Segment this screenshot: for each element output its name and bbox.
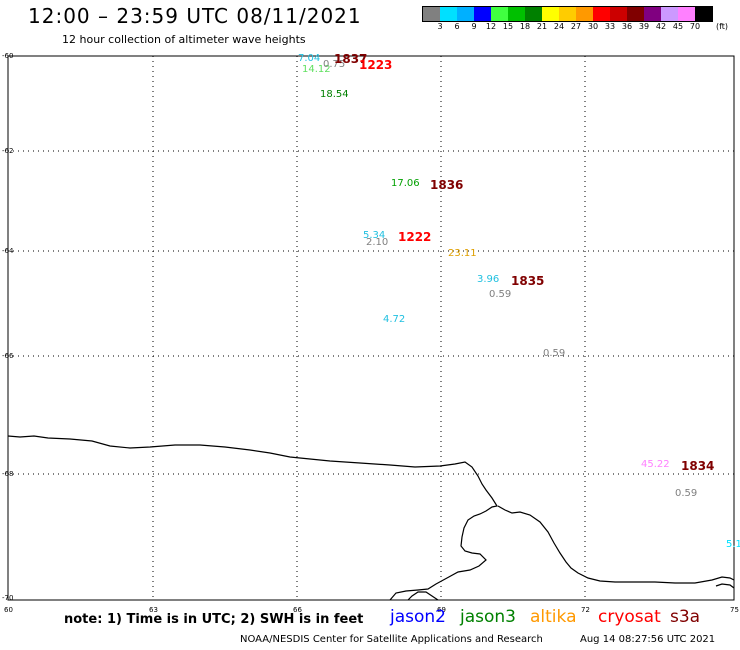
longitude-label: 66 — [293, 606, 302, 614]
credit-text: NOAA/NESDIS Center for Satellite Applica… — [240, 634, 543, 645]
coastline-amery — [715, 583, 735, 589]
color-scale-label: 30 — [587, 22, 599, 31]
latitude-label: -62 — [2, 147, 14, 155]
color-scale-label: 18 — [519, 22, 531, 31]
wave-height-label: 18.54 — [320, 89, 349, 100]
longitude-label: 60 — [4, 606, 13, 614]
color-scale-label: 39 — [638, 22, 650, 31]
latitude-label: -66 — [2, 352, 14, 360]
map-title: 12:00 – 23:59 UTC 08/11/2021 — [28, 4, 362, 28]
color-scale-label: 6 — [454, 22, 460, 31]
color-scale-label: 21 — [536, 22, 548, 31]
legend-cryosat: cryosat — [598, 607, 661, 627]
latitude-label: -64 — [2, 247, 14, 255]
map-subtitle: 12 hour collection of altimeter wave hei… — [62, 33, 306, 46]
color-swatch — [491, 7, 508, 21]
color-scale-label: 45 — [672, 22, 684, 31]
observation-time-label: 1223 — [359, 58, 393, 72]
generated-timestamp: Aug 14 08:27:56 UTC 2021 — [580, 634, 716, 645]
wave-height-label: 17.06 — [391, 178, 420, 189]
observation-time-label: 1837 — [334, 52, 368, 66]
color-swatch — [508, 7, 525, 21]
wave-height-label: 5.34 — [363, 230, 386, 241]
color-scale-label: 9 — [471, 22, 477, 31]
longitude-label: 75 — [730, 606, 739, 614]
color-swatch — [593, 7, 610, 21]
color-scale-labels: 3 6 9 12 15 18 21 24 27 30 33 36 39 42 45 70 — [0, 22, 740, 34]
wave-height-label: 45.22 — [641, 459, 670, 470]
color-scale-label: 24 — [553, 22, 565, 31]
wave-height-label: 0.59 — [543, 348, 566, 359]
color-swatch — [474, 7, 491, 21]
color-swatch — [678, 7, 695, 21]
observation-time-label: 1836 — [430, 178, 464, 192]
wave-height-label: 14.12 — [302, 64, 331, 75]
wave-height-label: 4.72 — [383, 314, 406, 325]
color-scale-label: 42 — [655, 22, 667, 31]
color-swatch — [576, 7, 593, 21]
observation-time-label: 1834 — [681, 459, 715, 473]
color-swatch — [525, 7, 542, 21]
longitude-label: 72 — [581, 606, 590, 614]
wave-height-label: 7.04 — [298, 53, 321, 64]
color-scale-label: 33 — [604, 22, 616, 31]
color-swatch — [423, 7, 440, 21]
color-scale-label: 70 — [689, 22, 701, 31]
color-swatch — [457, 7, 474, 21]
observation-time-label: 1222 — [398, 230, 432, 244]
color-scale-bar — [422, 6, 713, 22]
color-scale-label: 3 — [437, 22, 443, 31]
wave-height-label: 0.59 — [675, 488, 698, 499]
latitude-label: -68 — [2, 470, 14, 478]
graticule — [8, 56, 734, 600]
wave-height-label: 0.59 — [489, 289, 512, 300]
wave-height-label: 0.75 — [323, 59, 346, 70]
longitude-label: 69 — [437, 606, 446, 614]
wave-height-label: 23.11 — [448, 248, 477, 259]
antarctic-coastline — [7, 435, 498, 601]
color-swatch — [695, 7, 712, 21]
wave-height-label: 2.10 — [366, 237, 389, 248]
color-swatch — [610, 7, 627, 21]
color-scale-label: 12 — [485, 22, 497, 31]
units-note: note: 1) Time is in UTC; 2) SWH is in fe… — [64, 612, 364, 627]
color-scale-label: 36 — [621, 22, 633, 31]
longitude-label: 63 — [149, 606, 158, 614]
legend-jason2: jason2 — [390, 607, 446, 627]
legend-s3a: s3a — [670, 607, 701, 627]
wave-height-label: 5.1 — [726, 539, 740, 550]
color-swatch — [661, 7, 678, 21]
latitude-label: -60 — [2, 52, 14, 60]
color-scale-label: 27 — [570, 22, 582, 31]
map-frame — [7, 55, 735, 601]
legend-altika: altika — [530, 607, 577, 627]
color-swatch — [440, 7, 457, 21]
color-swatch — [559, 7, 576, 21]
wave-height-label: 3.96 — [477, 274, 500, 285]
color-scale-label: 15 — [502, 22, 514, 31]
color-scale-unit: (ft) — [716, 22, 729, 31]
latitude-label: -70 — [2, 594, 14, 602]
legend-jason3: jason3 — [460, 607, 516, 627]
color-swatch — [627, 7, 644, 21]
coastline-prydz — [497, 505, 735, 584]
observation-time-label: 1835 — [511, 274, 545, 288]
color-swatch — [542, 7, 559, 21]
color-swatch — [644, 7, 661, 21]
coastline-east — [407, 591, 439, 601]
